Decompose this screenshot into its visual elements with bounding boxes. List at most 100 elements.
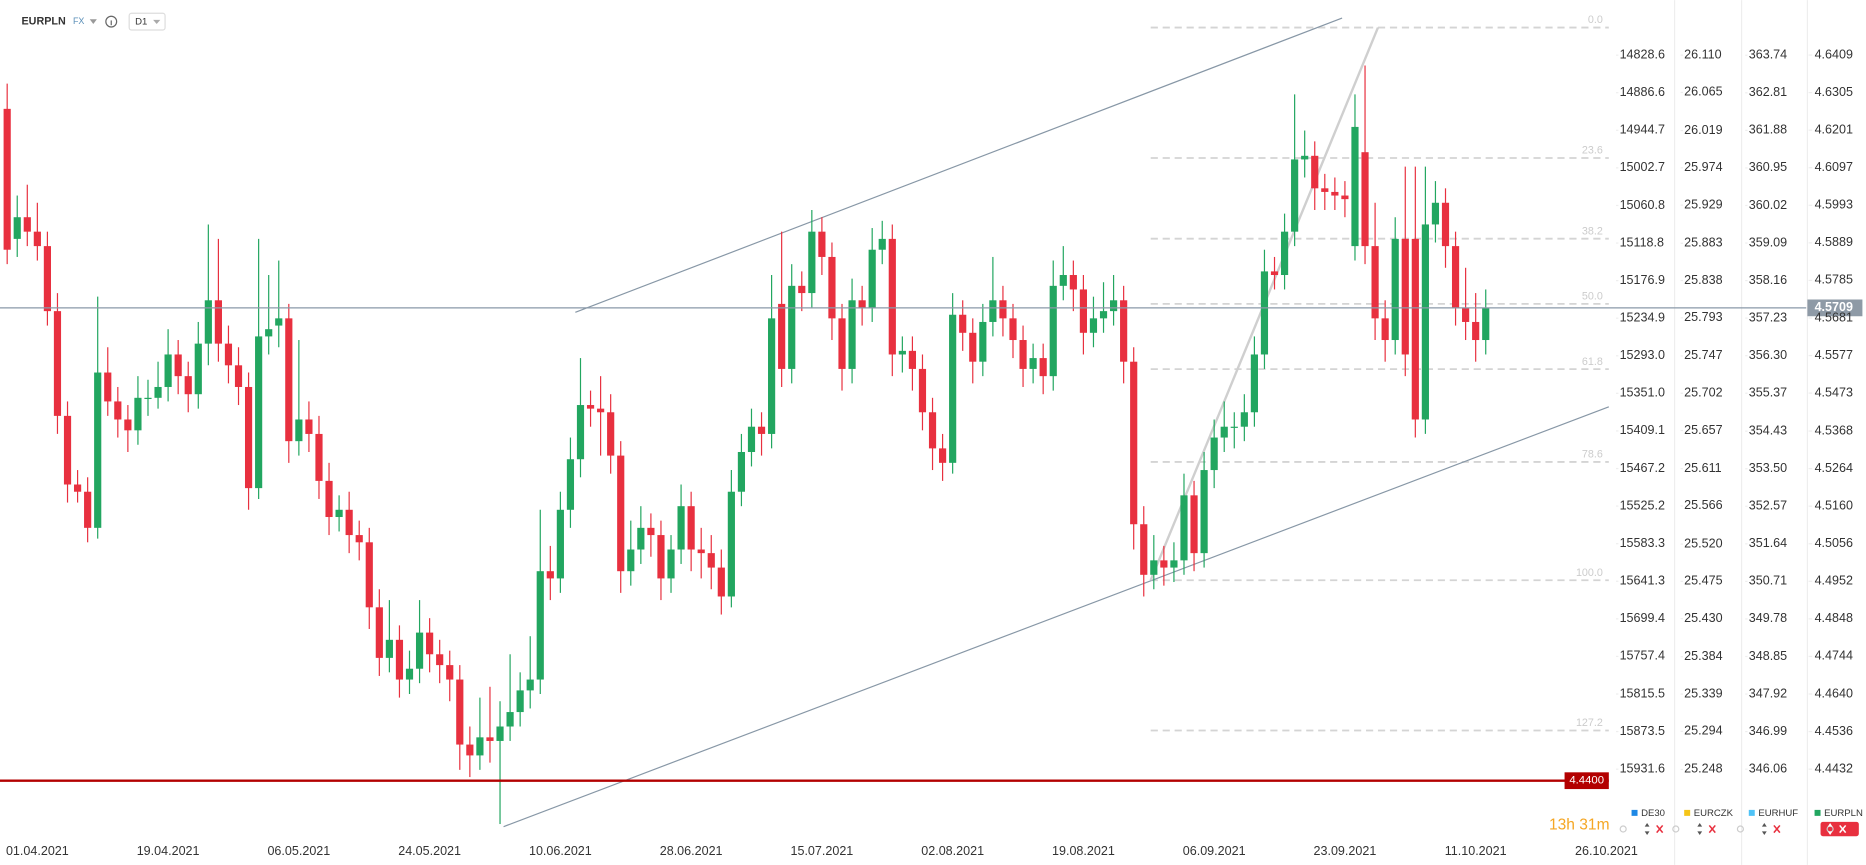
candle-body	[224, 343, 233, 366]
x-tick-label: 10.06.2021	[529, 844, 592, 858]
candle-body	[898, 350, 906, 355]
candle-body	[53, 311, 62, 416]
candle-body	[1220, 426, 1228, 438]
candle-body	[1462, 307, 1470, 322]
reorder-icon[interactable]	[1697, 823, 1703, 836]
visibility-icon[interactable]	[1619, 825, 1627, 833]
legend-label[interactable]: EURCZK	[1694, 808, 1734, 819]
candle-body	[1441, 202, 1450, 247]
candle-body	[395, 639, 404, 680]
candle-body	[204, 300, 212, 344]
symbol[interactable]: EURPLN	[22, 15, 66, 27]
info-icon[interactable]	[105, 15, 118, 28]
candle-body	[918, 368, 927, 413]
candle-body	[1089, 318, 1098, 333]
candle-body	[928, 412, 937, 449]
timeframe[interactable]: D1	[135, 17, 147, 28]
y-tick-label: 26.110	[1684, 47, 1721, 61]
y-tick-label: 14828.6	[1620, 47, 1665, 61]
candle-body	[1079, 289, 1087, 333]
y-tick-label: 15815.5	[1620, 686, 1665, 700]
legend-label[interactable]: EURHUF	[1758, 808, 1798, 819]
remove-icon[interactable]	[1773, 824, 1781, 834]
y-tick-label: 355.37	[1749, 386, 1787, 400]
candle-body	[576, 405, 585, 460]
legend-label[interactable]: EURPLN	[1824, 808, 1863, 819]
y-tick-label: 4.5577	[1815, 348, 1853, 362]
candle-body	[466, 744, 474, 756]
candle-body	[1280, 231, 1289, 276]
trend-line[interactable]	[503, 406, 1610, 828]
trend-line[interactable]	[575, 17, 1343, 313]
candle-body	[426, 632, 434, 655]
remove-icon[interactable]	[1708, 824, 1716, 834]
y-tick-label: 25.430	[1684, 611, 1722, 625]
candle-body	[285, 318, 293, 442]
candle-body	[1401, 238, 1409, 355]
reorder-icon[interactable]	[1827, 823, 1833, 836]
candle-body	[114, 401, 122, 420]
candle-body	[989, 300, 997, 322]
legend-label[interactable]: DE30	[1641, 808, 1665, 819]
candle-body	[1190, 495, 1198, 554]
legend-button[interactable]	[1820, 821, 1859, 837]
candle-body	[1361, 152, 1369, 247]
candle-body	[365, 542, 373, 608]
candle-body	[214, 300, 222, 344]
candle-body	[446, 665, 454, 680]
candle-body	[888, 238, 896, 355]
candle-body	[516, 690, 524, 713]
y-tick-label: 25.294	[1684, 724, 1722, 738]
y-tick-label: 4.6305	[1815, 85, 1853, 99]
candle-body	[617, 455, 625, 572]
y-tick-label: 360.95	[1749, 160, 1787, 174]
candle-body	[1140, 524, 1148, 575]
candle-body	[1180, 495, 1188, 561]
candle-body	[1130, 361, 1138, 525]
dropdown-icon[interactable]	[89, 19, 97, 25]
y-tick-label: 26.019	[1684, 123, 1722, 137]
candle-body	[1331, 191, 1339, 196]
fibonacci: 0.0 23.6 38.2 50.0 61.8 78.6 100.0 127.2	[1150, 14, 1609, 732]
remove-icon[interactable]	[1656, 824, 1664, 834]
y-tick-label: 4.6409	[1815, 47, 1853, 61]
y-tick-label: 25.974	[1684, 160, 1722, 174]
candle-body	[1029, 358, 1037, 369]
y-tick-label: 15873.5	[1620, 724, 1665, 738]
reorder-icon[interactable]	[1761, 823, 1767, 836]
candle-body	[828, 256, 836, 319]
price-level-label: 4.4400	[1569, 775, 1604, 787]
y-tick-label: 15931.6	[1620, 761, 1665, 775]
candle-body	[124, 419, 132, 431]
visibility-icon[interactable]	[1672, 825, 1680, 833]
candle-body	[727, 491, 735, 597]
y-tick-label: 348.85	[1749, 649, 1787, 663]
candle-body	[868, 249, 876, 308]
visibility-icon[interactable]	[1736, 825, 1744, 833]
candle-body	[566, 459, 575, 510]
candle-body	[1250, 354, 1258, 413]
candle-body	[154, 386, 162, 398]
timeframe-select[interactable]	[128, 12, 166, 31]
dropdown-icon[interactable]	[153, 19, 161, 25]
candle-body	[305, 419, 313, 434]
y-tick-label: 25.384	[1684, 649, 1722, 663]
candle-body	[295, 419, 303, 442]
y-tick-label: 15060.8	[1620, 198, 1665, 212]
reorder-icon[interactable]	[1644, 823, 1650, 836]
candle-body	[858, 300, 866, 308]
candle-body	[1069, 275, 1077, 290]
candle-body	[1431, 202, 1440, 225]
x-tick-label: 01.04.2021	[6, 844, 69, 858]
x-tick-label: 19.08.2021	[1052, 844, 1115, 858]
candle-body	[1230, 426, 1238, 428]
y-tick-label: 353.50	[1749, 461, 1787, 475]
fib-label: 78.6	[1582, 449, 1603, 461]
y-tick-label: 4.6097	[1815, 160, 1853, 174]
candle-body	[234, 365, 243, 387]
candle-body	[1019, 340, 1027, 369]
y-tick-label: 4.5993	[1815, 198, 1853, 212]
remove-icon[interactable]	[1839, 824, 1847, 834]
